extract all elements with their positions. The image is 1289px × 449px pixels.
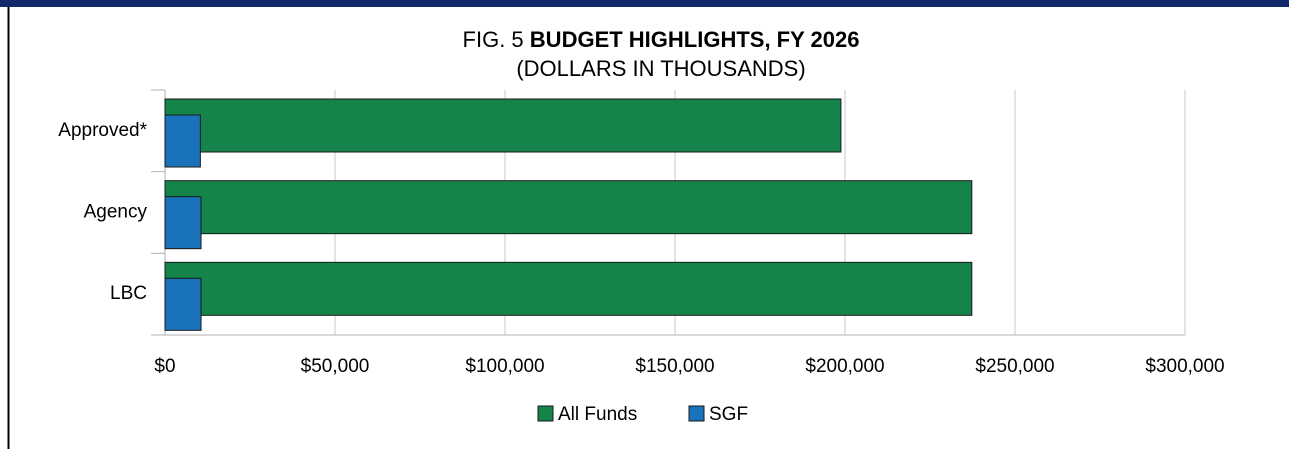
title-main: BUDGET HIGHLIGHTS, FY 2026 [530, 27, 860, 52]
title-label: FIG. 5 [463, 27, 524, 52]
y-tick-label: Approved* [58, 120, 147, 141]
legend-swatch [537, 405, 554, 422]
chart-title: FIG. 5 BUDGET HIGHLIGHTS, FY 2026 [463, 27, 860, 52]
x-tick-label: $200,000 [805, 356, 884, 377]
chart-subtitle: (DOLLARS IN THOUSANDS) [516, 56, 805, 81]
x-tick-label: $100,000 [465, 356, 544, 377]
x-tick-label: $50,000 [301, 356, 370, 377]
bar [164, 180, 973, 235]
y-tick-label: Agency [84, 202, 148, 223]
legend-label: SGF [709, 404, 748, 425]
x-tick-label: $150,000 [635, 356, 714, 377]
x-tick-label: $300,000 [1145, 356, 1224, 377]
bar [164, 277, 202, 331]
legend-label: All Funds [558, 404, 637, 425]
y-tick-label: LBC [110, 283, 147, 304]
bar [164, 261, 973, 316]
bar [164, 98, 842, 153]
top-band [0, 0, 1289, 7]
bar [164, 114, 201, 168]
x-tick-label: $0 [154, 356, 175, 377]
bar [164, 196, 202, 250]
x-tick-label: $250,000 [975, 356, 1054, 377]
legend-swatch [688, 405, 705, 422]
